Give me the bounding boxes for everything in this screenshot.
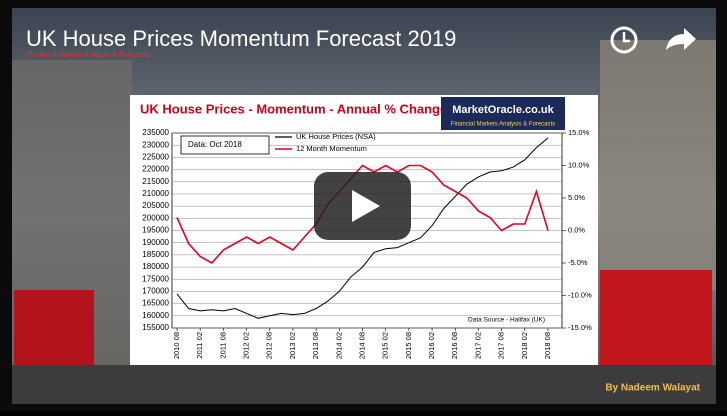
chart-title: UK House Prices - Momentum - Annual % Ch… — [140, 101, 447, 116]
y-tick-label: 225000 — [142, 152, 169, 161]
y-tick-label: 155000 — [142, 323, 169, 332]
y-tick-label: 185000 — [142, 250, 169, 259]
x-tick-label: 2011 02 — [195, 332, 204, 359]
play-icon — [352, 190, 380, 222]
bus — [14, 290, 94, 370]
annotation: Data: Oct 2018 — [188, 140, 242, 149]
y-tick-label: 180000 — [142, 262, 169, 271]
y-tick-label: 215000 — [142, 177, 169, 186]
y-tick-label: 165000 — [142, 299, 169, 308]
y2-tick-label: -5.0% — [568, 258, 588, 267]
x-tick-label: 2018 08 — [543, 332, 552, 359]
y-tick-label: 175000 — [142, 274, 169, 283]
y2-tick-label: 15.0% — [568, 128, 590, 137]
y-tick-label: 160000 — [142, 311, 169, 320]
x-tick-label: 2012 08 — [265, 332, 274, 359]
y-tick-label: 170000 — [142, 287, 169, 296]
y-tick-label: 195000 — [142, 226, 169, 235]
series-line — [176, 137, 549, 319]
logo: MarketOracle.co.uk — [452, 104, 554, 116]
watermark: By Nadeem Walayat — [605, 383, 700, 394]
x-tick-label: 2015 02 — [381, 332, 390, 359]
x-tick-label: 2016 02 — [427, 332, 436, 359]
x-tick-label: 2013 08 — [311, 332, 320, 359]
video-title[interactable]: UK House Prices Momentum Forecast 2019 — [26, 26, 456, 51]
y-tick-label: 210000 — [142, 189, 169, 198]
y2-tick-label: 0.0% — [568, 225, 585, 234]
x-tick-label: 2014 08 — [357, 332, 366, 359]
y-tick-label: 220000 — [142, 165, 169, 174]
x-tick-label: 2015 08 — [404, 332, 413, 359]
y-tick-label: 230000 — [142, 140, 169, 149]
building — [600, 40, 716, 290]
y2-tick-label: 10.0% — [568, 160, 590, 169]
watch-later-hand — [622, 32, 630, 43]
x-tick-label: 2018 02 — [520, 332, 529, 359]
y2-tick-label: -15.0% — [568, 323, 592, 332]
street — [12, 365, 716, 404]
logo-box — [441, 97, 565, 130]
logo-tagline: Financial Markets Analysis & Forecasts — [451, 122, 555, 128]
x-tick-label: 2010 08 — [172, 332, 181, 359]
video-subtitle: Financial Markets Analysis & Forecasts — [28, 52, 150, 59]
y-tick-label: 190000 — [142, 238, 169, 247]
legend-label: UK House Prices (NSA) — [296, 132, 376, 141]
watch-later-icon[interactable] — [610, 26, 638, 54]
x-tick-label: 2012 02 — [242, 332, 251, 359]
x-tick-label: 2017 08 — [497, 332, 506, 359]
y2-tick-label: 5.0% — [568, 193, 585, 202]
legend-label: 12 Month Momentum — [296, 144, 367, 153]
x-tick-label: 2014 02 — [334, 332, 343, 359]
annotation-box — [180, 135, 270, 155]
y-tick-label: 235000 — [142, 128, 169, 137]
source: Data Source - Halifax (UK) — [468, 317, 545, 324]
y-tick-label: 205000 — [142, 201, 169, 210]
y2-tick-label: -10.0% — [568, 290, 592, 299]
series-line — [176, 164, 549, 265]
bus — [600, 270, 712, 370]
x-tick-label: 2016 08 — [450, 332, 459, 359]
x-tick-label: 2017 02 — [473, 332, 482, 359]
share-icon[interactable] — [666, 28, 696, 50]
x-tick-label: 2013 02 — [288, 332, 297, 359]
y-tick-label: 200000 — [142, 213, 169, 222]
x-tick-label: 2011 08 — [218, 332, 227, 359]
